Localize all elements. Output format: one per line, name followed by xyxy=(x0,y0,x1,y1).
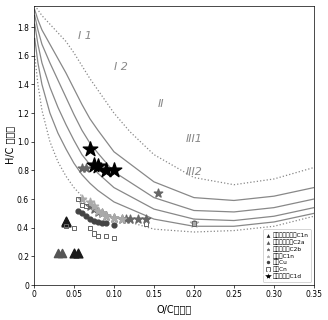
Point xyxy=(87,199,92,204)
Point xyxy=(91,162,96,167)
Point xyxy=(95,164,101,169)
Point xyxy=(63,224,69,229)
Point xyxy=(99,211,105,216)
Point xyxy=(75,196,81,202)
Point xyxy=(119,217,125,222)
Point xyxy=(103,234,109,239)
Point xyxy=(119,217,125,222)
Point xyxy=(79,196,85,202)
Point xyxy=(103,214,109,219)
Point xyxy=(71,225,76,230)
Y-axis label: H/C 原子比: H/C 原子比 xyxy=(6,126,15,164)
Point xyxy=(87,204,92,209)
Text: II: II xyxy=(158,99,164,109)
Point xyxy=(127,217,133,222)
Point xyxy=(59,251,65,256)
Legend: 检库尔特草原北C1n, 哈拉阿拉特山C2a, 扎河坝煤矿C2b, 西大沟C1n, 东部Cu, 东部Cn, 清水泉剖面C1d: 检库尔特草原北C1n, 哈拉阿拉特山C2a, 扎河坝煤矿C2b, 西大沟C1n,… xyxy=(263,229,311,282)
Point xyxy=(111,168,116,173)
Point xyxy=(155,191,161,196)
Point xyxy=(71,251,76,256)
Point xyxy=(91,218,96,223)
Point xyxy=(111,215,116,220)
Point xyxy=(111,215,116,220)
Point xyxy=(95,234,101,239)
Point xyxy=(83,204,89,209)
X-axis label: O/C原子比: O/C原子比 xyxy=(156,304,192,315)
Point xyxy=(91,204,96,209)
Point xyxy=(103,221,109,226)
Point xyxy=(95,220,101,225)
Point xyxy=(103,168,109,173)
Point xyxy=(87,217,92,222)
Text: I 2: I 2 xyxy=(114,62,128,72)
Point xyxy=(63,220,69,225)
Point xyxy=(75,208,81,213)
Point xyxy=(99,221,105,226)
Point xyxy=(123,217,129,222)
Point xyxy=(95,208,101,213)
Point xyxy=(83,165,89,170)
Point xyxy=(87,225,92,230)
Point xyxy=(79,202,85,207)
Point xyxy=(143,221,149,226)
Point xyxy=(91,206,96,212)
Point xyxy=(111,222,116,228)
Point xyxy=(63,218,69,223)
Point xyxy=(55,251,61,256)
Point xyxy=(87,146,92,151)
Point xyxy=(99,211,105,216)
Point xyxy=(91,231,96,236)
Point xyxy=(79,211,85,216)
Point xyxy=(111,235,116,240)
Point xyxy=(191,221,196,226)
Point xyxy=(75,251,81,256)
Text: III1: III1 xyxy=(186,134,203,144)
Point xyxy=(191,221,196,226)
Text: III2: III2 xyxy=(186,167,203,177)
Point xyxy=(83,214,89,219)
Point xyxy=(79,165,85,170)
Point xyxy=(143,217,149,222)
Text: I 1: I 1 xyxy=(78,30,92,41)
Point xyxy=(135,217,141,222)
Point xyxy=(103,214,109,219)
Point xyxy=(95,209,101,214)
